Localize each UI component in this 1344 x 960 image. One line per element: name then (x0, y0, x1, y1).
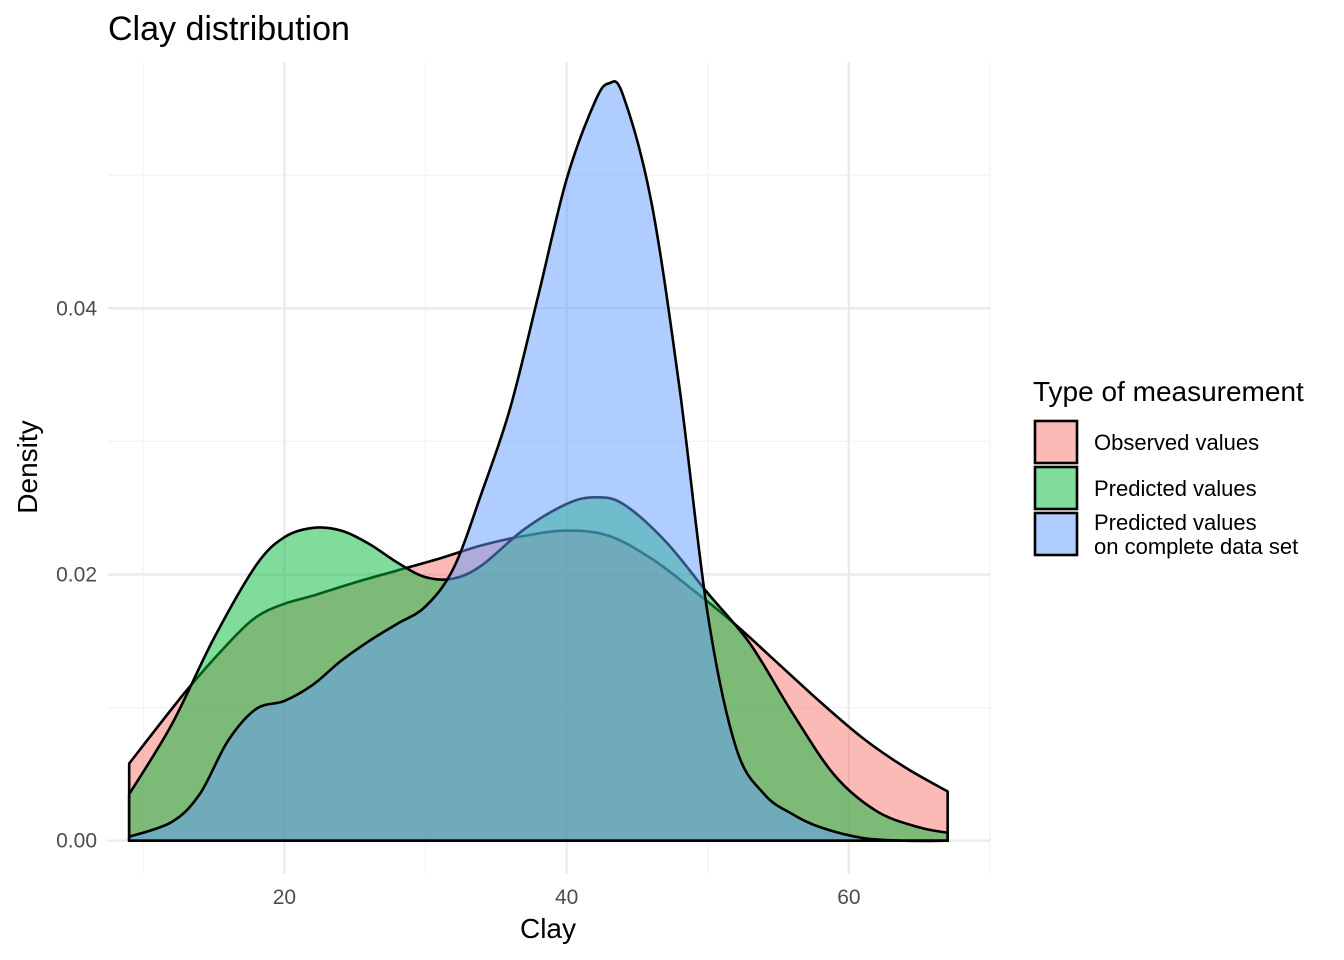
x-tick-label: 60 (837, 886, 860, 909)
y-axis-title: Density (12, 420, 43, 513)
density-areas (127, 80, 949, 843)
legend-label-1: Observed values (1094, 430, 1259, 455)
x-tick-label: 20 (273, 886, 296, 909)
x-tick-label: 40 (555, 886, 578, 909)
legend: Type of measurement Observed values Predi… (1033, 376, 1304, 559)
x-axis-ticks: 20 40 60 (273, 886, 861, 909)
legend-label-2: Predicted values (1094, 476, 1257, 501)
y-tick-label: 0.02 (56, 563, 97, 586)
y-tick-label: 0.04 (56, 297, 97, 320)
y-axis-ticks: 0.00 0.02 0.04 (56, 297, 97, 852)
legend-title: Type of measurement (1033, 376, 1304, 407)
x-axis-title: Clay (520, 913, 576, 944)
legend-key-2 (1033, 465, 1079, 511)
legend-key-1 (1033, 419, 1079, 465)
legend-key-3 (1033, 511, 1079, 557)
legend-label-3: Predicted values on complete data set (1094, 510, 1298, 559)
y-tick-label: 0.00 (56, 830, 97, 853)
density-area-3 (127, 80, 949, 843)
chart-title: Clay distribution (108, 10, 350, 48)
